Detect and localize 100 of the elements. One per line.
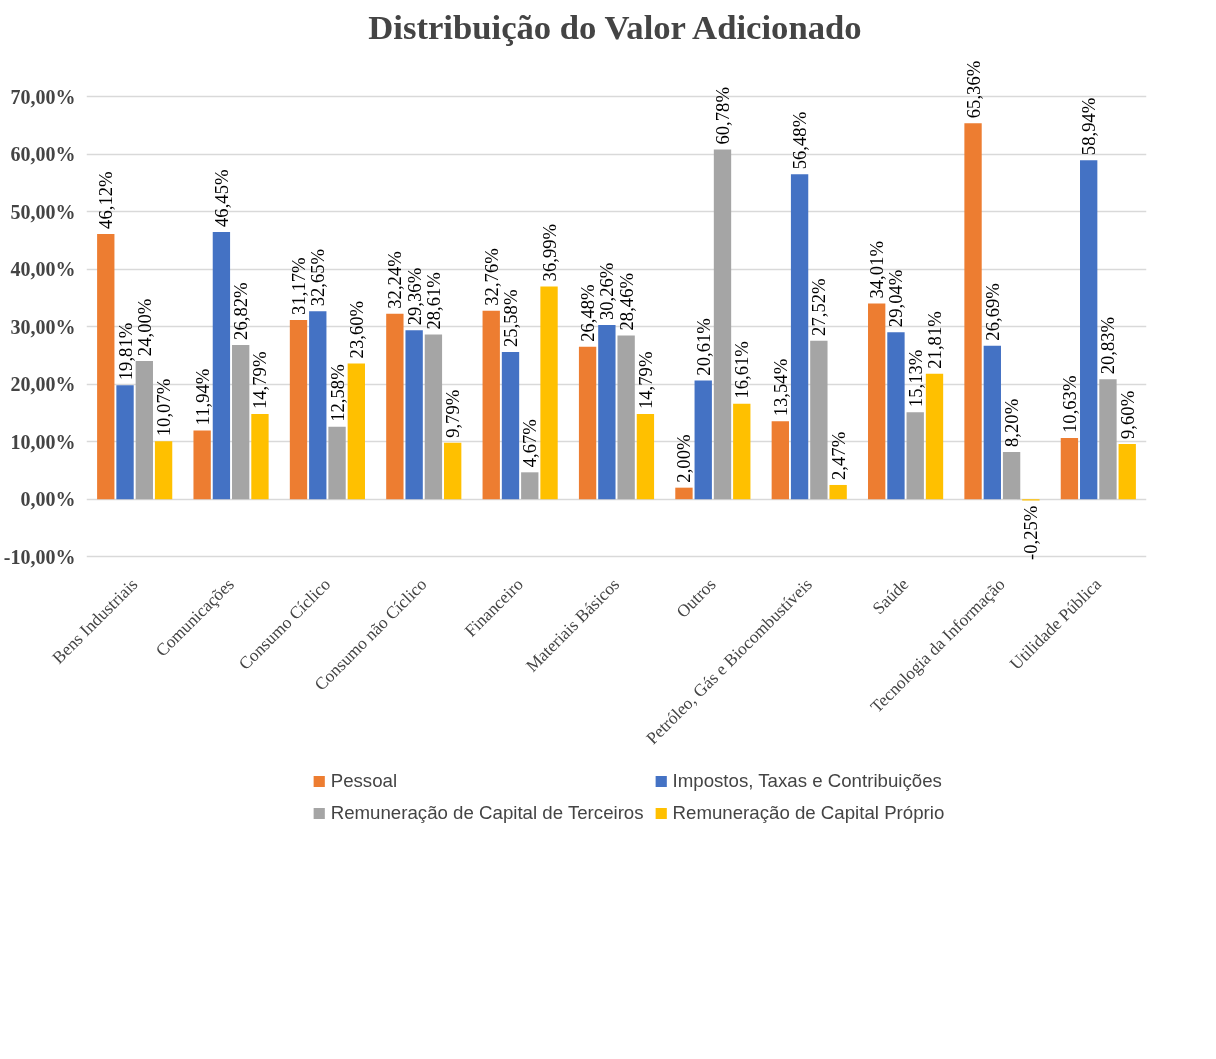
data-label: 28,46% <box>615 272 637 331</box>
data-label: 14,79% <box>634 351 656 410</box>
data-label: 23,60% <box>345 300 367 359</box>
data-label: 25,58% <box>500 289 521 348</box>
data-label: 36,99% <box>538 223 560 282</box>
bar <box>135 361 153 500</box>
data-label: 46,12% <box>95 171 117 229</box>
data-label: 29,04% <box>885 269 907 328</box>
data-label: 32,76% <box>480 248 502 306</box>
legend-label: Remuneração de Capital Próprio <box>672 802 945 824</box>
legend-label: Impostos, Taxas e Contribuições <box>672 770 942 792</box>
bar <box>733 403 751 500</box>
data-label: 46,45% <box>210 169 232 227</box>
bar <box>97 233 115 500</box>
bar <box>578 346 597 500</box>
data-label: 15,13% <box>904 349 926 408</box>
bar <box>501 352 520 500</box>
bar <box>829 484 847 500</box>
chart-title: Distribuição do Valor Adicionado <box>368 7 862 46</box>
bar <box>1118 443 1136 500</box>
data-label: 8,20% <box>1001 398 1023 447</box>
bar <box>925 373 944 500</box>
bar <box>713 149 732 500</box>
data-label: 12,58% <box>326 364 348 422</box>
bar <box>964 123 982 500</box>
bar <box>482 310 500 500</box>
data-label: 20,61% <box>692 318 714 376</box>
bar <box>790 174 809 500</box>
y-tick-label: 20,00% <box>10 373 76 396</box>
bar <box>521 472 539 500</box>
data-label: 9,79% <box>442 389 464 438</box>
data-label: 32,24% <box>384 251 406 309</box>
data-label: 58,94% <box>1078 97 1100 156</box>
y-tick-label: 10,00% <box>10 430 76 453</box>
y-tick-label: 0,00% <box>20 488 76 511</box>
data-label: 65,36% <box>962 60 984 119</box>
legend-label: Pessoal <box>330 770 398 792</box>
data-label: 26,48% <box>577 284 599 342</box>
bar <box>887 332 905 500</box>
data-label: 27,52% <box>808 278 830 336</box>
y-tick-label: -10,00% <box>3 545 76 568</box>
bar <box>405 330 423 500</box>
bar <box>309 311 327 500</box>
bar <box>232 344 250 500</box>
data-label: 26,69% <box>981 283 1003 341</box>
bar <box>906 412 924 500</box>
data-label: -0,25% <box>1020 505 1042 561</box>
bar <box>444 442 462 500</box>
data-label: 32,65% <box>307 248 329 307</box>
y-tick-label: 30,00% <box>10 315 76 338</box>
bar <box>598 325 616 500</box>
bar <box>424 334 443 500</box>
data-label: 29,36% <box>403 267 425 326</box>
data-label: 21,81% <box>924 311 945 369</box>
data-label: 26,82% <box>230 282 252 340</box>
data-label: 60,78% <box>712 87 733 145</box>
bar <box>1060 438 1079 500</box>
data-label: 19,81% <box>114 322 136 381</box>
data-label: 34,01% <box>866 241 888 299</box>
data-label: 10,63% <box>1058 375 1080 434</box>
y-tick-label: 60,00% <box>10 143 76 166</box>
data-label: 2,47% <box>827 431 849 480</box>
data-label: 10,07% <box>153 378 175 437</box>
bar <box>193 430 211 500</box>
data-label: 16,61% <box>731 341 753 399</box>
bar <box>347 363 365 500</box>
data-label: 11,94% <box>191 368 213 426</box>
data-label: 31,17% <box>288 257 309 315</box>
data-label: 4,67% <box>519 419 541 468</box>
bar <box>212 231 231 500</box>
bar <box>328 426 346 500</box>
bar <box>386 313 404 500</box>
bar <box>771 421 789 500</box>
bar <box>983 345 1001 500</box>
bar <box>675 487 693 500</box>
y-tick-label: 70,00% <box>10 85 76 108</box>
bar <box>154 441 173 500</box>
y-tick-label: 40,00% <box>10 258 76 281</box>
bar <box>1099 379 1117 500</box>
data-label: 28,61% <box>422 272 444 330</box>
data-label: 20,83% <box>1097 316 1119 375</box>
bar <box>289 319 308 500</box>
bar <box>810 340 828 500</box>
bar <box>251 414 269 500</box>
data-label: 9,60% <box>1116 390 1138 439</box>
bar <box>868 303 886 500</box>
legend-label: Remuneração de Capital de Terceiros <box>330 802 644 824</box>
bar <box>617 335 635 500</box>
bar <box>116 385 134 500</box>
data-label: 14,79% <box>249 351 271 410</box>
data-label: 2,00% <box>673 434 695 483</box>
bar <box>540 286 558 500</box>
data-label: 13,54% <box>769 358 791 417</box>
bar <box>636 414 655 500</box>
bar <box>1002 452 1021 500</box>
y-tick-label: 50,00% <box>10 200 76 223</box>
bar <box>694 380 712 500</box>
bar <box>1080 160 1098 500</box>
data-label: 56,48% <box>789 111 811 170</box>
data-label: 30,26% <box>596 262 618 321</box>
